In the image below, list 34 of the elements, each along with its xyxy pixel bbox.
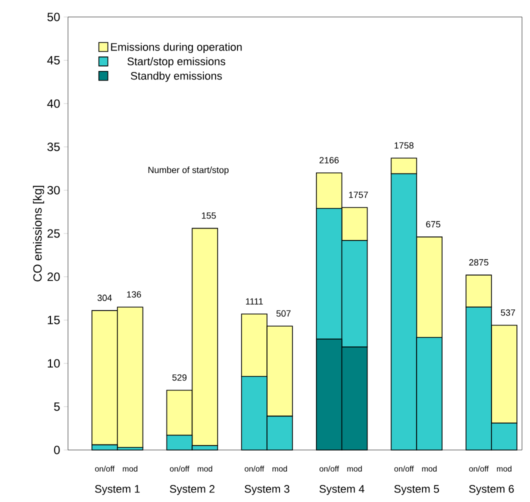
annotation: 2166 <box>320 156 339 164</box>
y-tick-label: 5 <box>54 402 60 411</box>
legend-label: Emissions during operation <box>111 42 242 54</box>
annotation: 1111 <box>246 298 263 305</box>
text: System 3 <box>244 485 290 495</box>
annotation: 136 <box>127 291 142 298</box>
y-tick-label: 25 <box>48 229 60 238</box>
annotation: 1757 <box>349 192 368 198</box>
text: System 6 <box>469 485 514 495</box>
y-tick-label: 30 <box>47 186 60 194</box>
y-tick-label: 10 <box>48 359 60 368</box>
annotation: Number of start/stop <box>148 166 229 175</box>
annotation: 304 <box>98 294 112 302</box>
annotation: 529 <box>172 374 187 381</box>
y-tick-label: 35 <box>47 142 60 152</box>
legend-label: Start/stop emissions <box>127 57 226 68</box>
y-tick-label: 45 <box>47 56 60 64</box>
text: System 1 <box>95 485 140 495</box>
y-tick-label: 50 <box>47 12 60 22</box>
text: System 2 <box>170 485 214 495</box>
annotation: 537 <box>500 309 516 316</box>
y-tick-label: 40 <box>47 99 60 108</box>
y-tick-label: 0 <box>54 446 60 454</box>
text: System 5 <box>394 485 440 495</box>
text: System 4 <box>319 485 364 495</box>
annotation: 675 <box>426 221 440 228</box>
annotation: 155 <box>202 212 216 219</box>
y-axis-title: CO emissions [kg] <box>32 186 44 282</box>
annotation: 507 <box>276 310 291 317</box>
y-tick-label: 15 <box>48 316 60 324</box>
annotation: 1758 <box>394 142 414 149</box>
y-tick-label: 20 <box>48 272 60 282</box>
annotation: 2875 <box>469 259 488 266</box>
legend-label: Standby emissions <box>130 72 222 82</box>
